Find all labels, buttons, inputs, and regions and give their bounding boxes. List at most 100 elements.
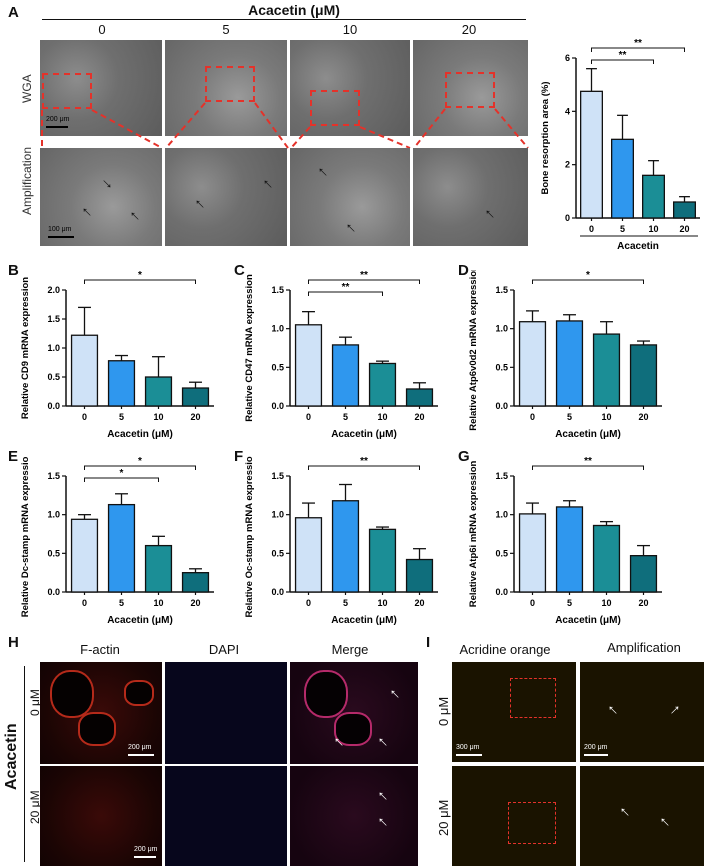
scale-label: 200 μm [46,116,70,123]
resorption-pit [334,712,372,746]
bar-20 [405,388,434,407]
bar-20 [629,555,658,593]
bar-0 [294,517,323,593]
arrow-icon: → [73,201,98,226]
i-row-0um: 0 μM [436,696,451,726]
significance-label: * [586,270,590,281]
bar-0 [518,513,547,593]
amp-image-5: → → [165,148,287,246]
h-col-factin: F-actin [80,642,120,657]
arrow-icon: → [254,173,279,198]
zoom-box [510,678,556,718]
bar-0 [518,321,547,407]
x-tick-label: 20 [190,412,200,422]
x-tick-label: 5 [567,598,572,608]
significance-bracket [84,477,159,482]
y-tick-label: 1.0 [271,510,284,520]
significance-label: ** [360,270,368,281]
x-tick-label: 5 [119,598,124,608]
x-tick-label: 5 [567,412,572,422]
significance-label: ** [634,38,642,49]
y-tick-label: 0.0 [271,401,284,411]
scale-bar [46,126,68,128]
i-col-acridine: Acridine orange [459,642,551,657]
bar-5 [555,506,584,593]
significance-label: ** [360,456,368,467]
wga-image-0: 200 μm [40,40,162,136]
arrow-icon: → [337,217,362,242]
scale-label: 300 μm [456,744,480,751]
arrow-icon: → [599,699,624,724]
bar-20 [629,344,658,407]
x-axis-label: Acacetin (μM) [107,429,173,440]
y-tick-label: 0.0 [495,587,508,597]
bar-5 [331,500,360,593]
arrow-icon: → [476,203,501,228]
bar-20 [672,201,696,219]
y-tick-label: 1.0 [271,324,284,334]
y-axis-label: Relative Atp6i mRNA expression [468,461,479,608]
y-tick-label: 0.5 [47,548,60,558]
arrow-icon: → [121,205,146,230]
panel-label-i: I [426,634,431,651]
panel-label-h: H [8,634,19,651]
x-tick-label: 20 [190,598,200,608]
x-tick-label: 20 [638,598,648,608]
resorption-pit [78,712,116,746]
x-tick-label: 5 [343,598,348,608]
arrow-icon: → [651,811,676,836]
y-tick-label: 0.0 [47,587,60,597]
x-tick-label: 10 [377,598,387,608]
scale-label: 200 μm [584,744,608,751]
y-tick-label: 1.5 [271,285,284,295]
arrow-icon: → [369,731,394,756]
x-axis-label: Acacetin (μM) [107,615,173,626]
y-tick-label: 0.0 [47,401,60,411]
significance-bracket [308,279,420,284]
header-rule [42,19,526,20]
wga-image-10 [290,40,410,136]
x-tick-label: 20 [414,598,424,608]
x-tick-label: 0 [530,598,535,608]
significance-label: ** [342,282,350,293]
significance-bracket [84,279,196,284]
bar-5 [611,138,635,219]
bar-0 [294,324,323,407]
x-tick-label: 10 [153,598,163,608]
y-tick-label: 0.5 [495,548,508,558]
i-col-amplification: Amplification [607,640,681,655]
bar-5 [107,360,136,407]
panel-label-e: E [8,448,19,465]
bar-20 [181,387,210,407]
bar-10 [368,362,397,407]
bar-10 [592,524,621,593]
y-axis-label: Relative CD9 mRNA expression [20,277,31,419]
x-tick-label: 10 [601,598,611,608]
y-tick-label: 1.5 [47,314,60,324]
x-tick-label: 20 [679,224,689,234]
h-side-label: Acacetin [3,723,20,790]
x-tick-label: 5 [343,412,348,422]
scale-bar [128,754,154,756]
factin-0um-image: 200 μm [40,662,162,764]
panel-label-d: D [458,262,469,279]
bar-5 [331,344,360,407]
acridine-20um-image [452,766,576,866]
y-tick-label: 1.5 [495,285,508,295]
x-tick-label: 0 [530,412,535,422]
y-tick-label: 0.5 [495,362,508,372]
x-tick-label: 0 [589,224,594,234]
significance-bracket [308,465,420,470]
h-col-merge: Merge [331,642,369,657]
panel-label-c: C [234,262,245,279]
resorption-pit [50,670,94,718]
panel-label-b: B [8,262,19,279]
y-tick-label: 1.5 [495,471,508,481]
conc-label-10: 10 [342,22,358,37]
zoom-box [508,802,556,844]
scale-bar [48,236,74,238]
conc-label-5: 5 [222,22,230,37]
x-tick-label: 20 [638,412,648,422]
chart-atp6v0d2: 0.0 0.5 1.0 1.5 0 5 10 20 Acacetin (μM) Relative … [468,270,662,440]
y-tick-label: 6 [565,53,570,63]
